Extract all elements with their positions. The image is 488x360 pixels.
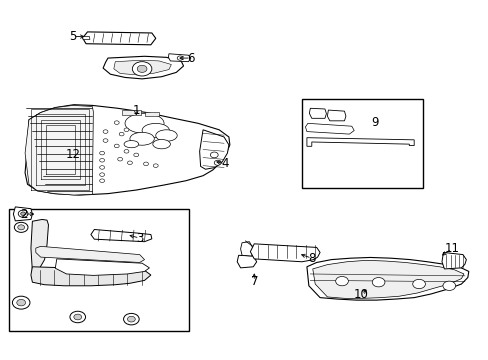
Circle shape <box>134 153 139 157</box>
Polygon shape <box>441 252 466 269</box>
Circle shape <box>17 300 25 306</box>
Circle shape <box>127 161 132 165</box>
Ellipse shape <box>124 140 139 148</box>
Polygon shape <box>25 105 93 195</box>
Polygon shape <box>168 54 190 62</box>
Polygon shape <box>306 138 413 146</box>
Text: 6: 6 <box>187 51 194 64</box>
Polygon shape <box>13 207 32 221</box>
Circle shape <box>118 157 122 161</box>
Polygon shape <box>31 220 48 271</box>
Bar <box>9 209 188 330</box>
Polygon shape <box>82 37 90 40</box>
Ellipse shape <box>130 132 154 145</box>
Ellipse shape <box>153 139 170 149</box>
Polygon shape <box>25 105 229 195</box>
Circle shape <box>442 281 455 291</box>
Circle shape <box>114 121 119 125</box>
Circle shape <box>100 151 104 155</box>
Circle shape <box>18 210 28 217</box>
Polygon shape <box>305 123 353 134</box>
Text: 4: 4 <box>221 157 228 170</box>
Circle shape <box>100 179 104 183</box>
Ellipse shape <box>142 123 169 138</box>
Circle shape <box>177 56 183 60</box>
Circle shape <box>214 160 221 165</box>
Circle shape <box>143 162 148 166</box>
Ellipse shape <box>156 130 177 141</box>
Circle shape <box>20 212 25 216</box>
Text: 7: 7 <box>250 275 258 288</box>
Circle shape <box>210 152 218 158</box>
Polygon shape <box>237 255 256 268</box>
Circle shape <box>12 296 30 309</box>
Circle shape <box>18 225 24 230</box>
Circle shape <box>70 311 85 323</box>
Circle shape <box>114 144 119 148</box>
Circle shape <box>137 65 147 72</box>
Circle shape <box>153 164 158 167</box>
Polygon shape <box>199 130 228 169</box>
Polygon shape <box>36 246 144 262</box>
Text: 1: 1 <box>132 104 140 117</box>
Circle shape <box>123 314 139 325</box>
Text: 5: 5 <box>69 30 77 43</box>
Polygon shape <box>31 267 151 286</box>
Circle shape <box>371 278 384 287</box>
Circle shape <box>124 149 129 153</box>
Polygon shape <box>309 108 326 118</box>
Polygon shape <box>82 32 156 45</box>
Circle shape <box>100 173 104 176</box>
Bar <box>144 112 159 116</box>
Text: 11: 11 <box>443 242 458 255</box>
Circle shape <box>14 222 28 232</box>
Text: 3: 3 <box>136 231 143 244</box>
Circle shape <box>335 276 347 286</box>
Text: 9: 9 <box>371 116 378 129</box>
Text: 8: 8 <box>307 252 315 265</box>
Circle shape <box>103 139 108 142</box>
Polygon shape <box>312 260 463 298</box>
Circle shape <box>119 132 124 136</box>
Circle shape <box>103 130 108 134</box>
Circle shape <box>412 279 425 289</box>
Polygon shape <box>240 242 253 256</box>
Polygon shape <box>55 259 149 275</box>
Circle shape <box>132 62 152 76</box>
Circle shape <box>100 166 104 169</box>
Polygon shape <box>250 244 320 262</box>
Text: 10: 10 <box>353 288 368 301</box>
Polygon shape <box>103 56 183 79</box>
Polygon shape <box>306 257 468 300</box>
Text: 12: 12 <box>65 148 80 161</box>
Polygon shape <box>114 60 171 75</box>
Circle shape <box>127 316 135 322</box>
Bar <box>122 110 141 116</box>
Circle shape <box>74 314 81 320</box>
Polygon shape <box>327 110 345 121</box>
Circle shape <box>100 158 104 162</box>
Circle shape <box>124 128 129 132</box>
Bar <box>302 99 422 188</box>
Polygon shape <box>91 229 152 242</box>
Text: 2: 2 <box>20 208 28 221</box>
Ellipse shape <box>125 113 163 134</box>
